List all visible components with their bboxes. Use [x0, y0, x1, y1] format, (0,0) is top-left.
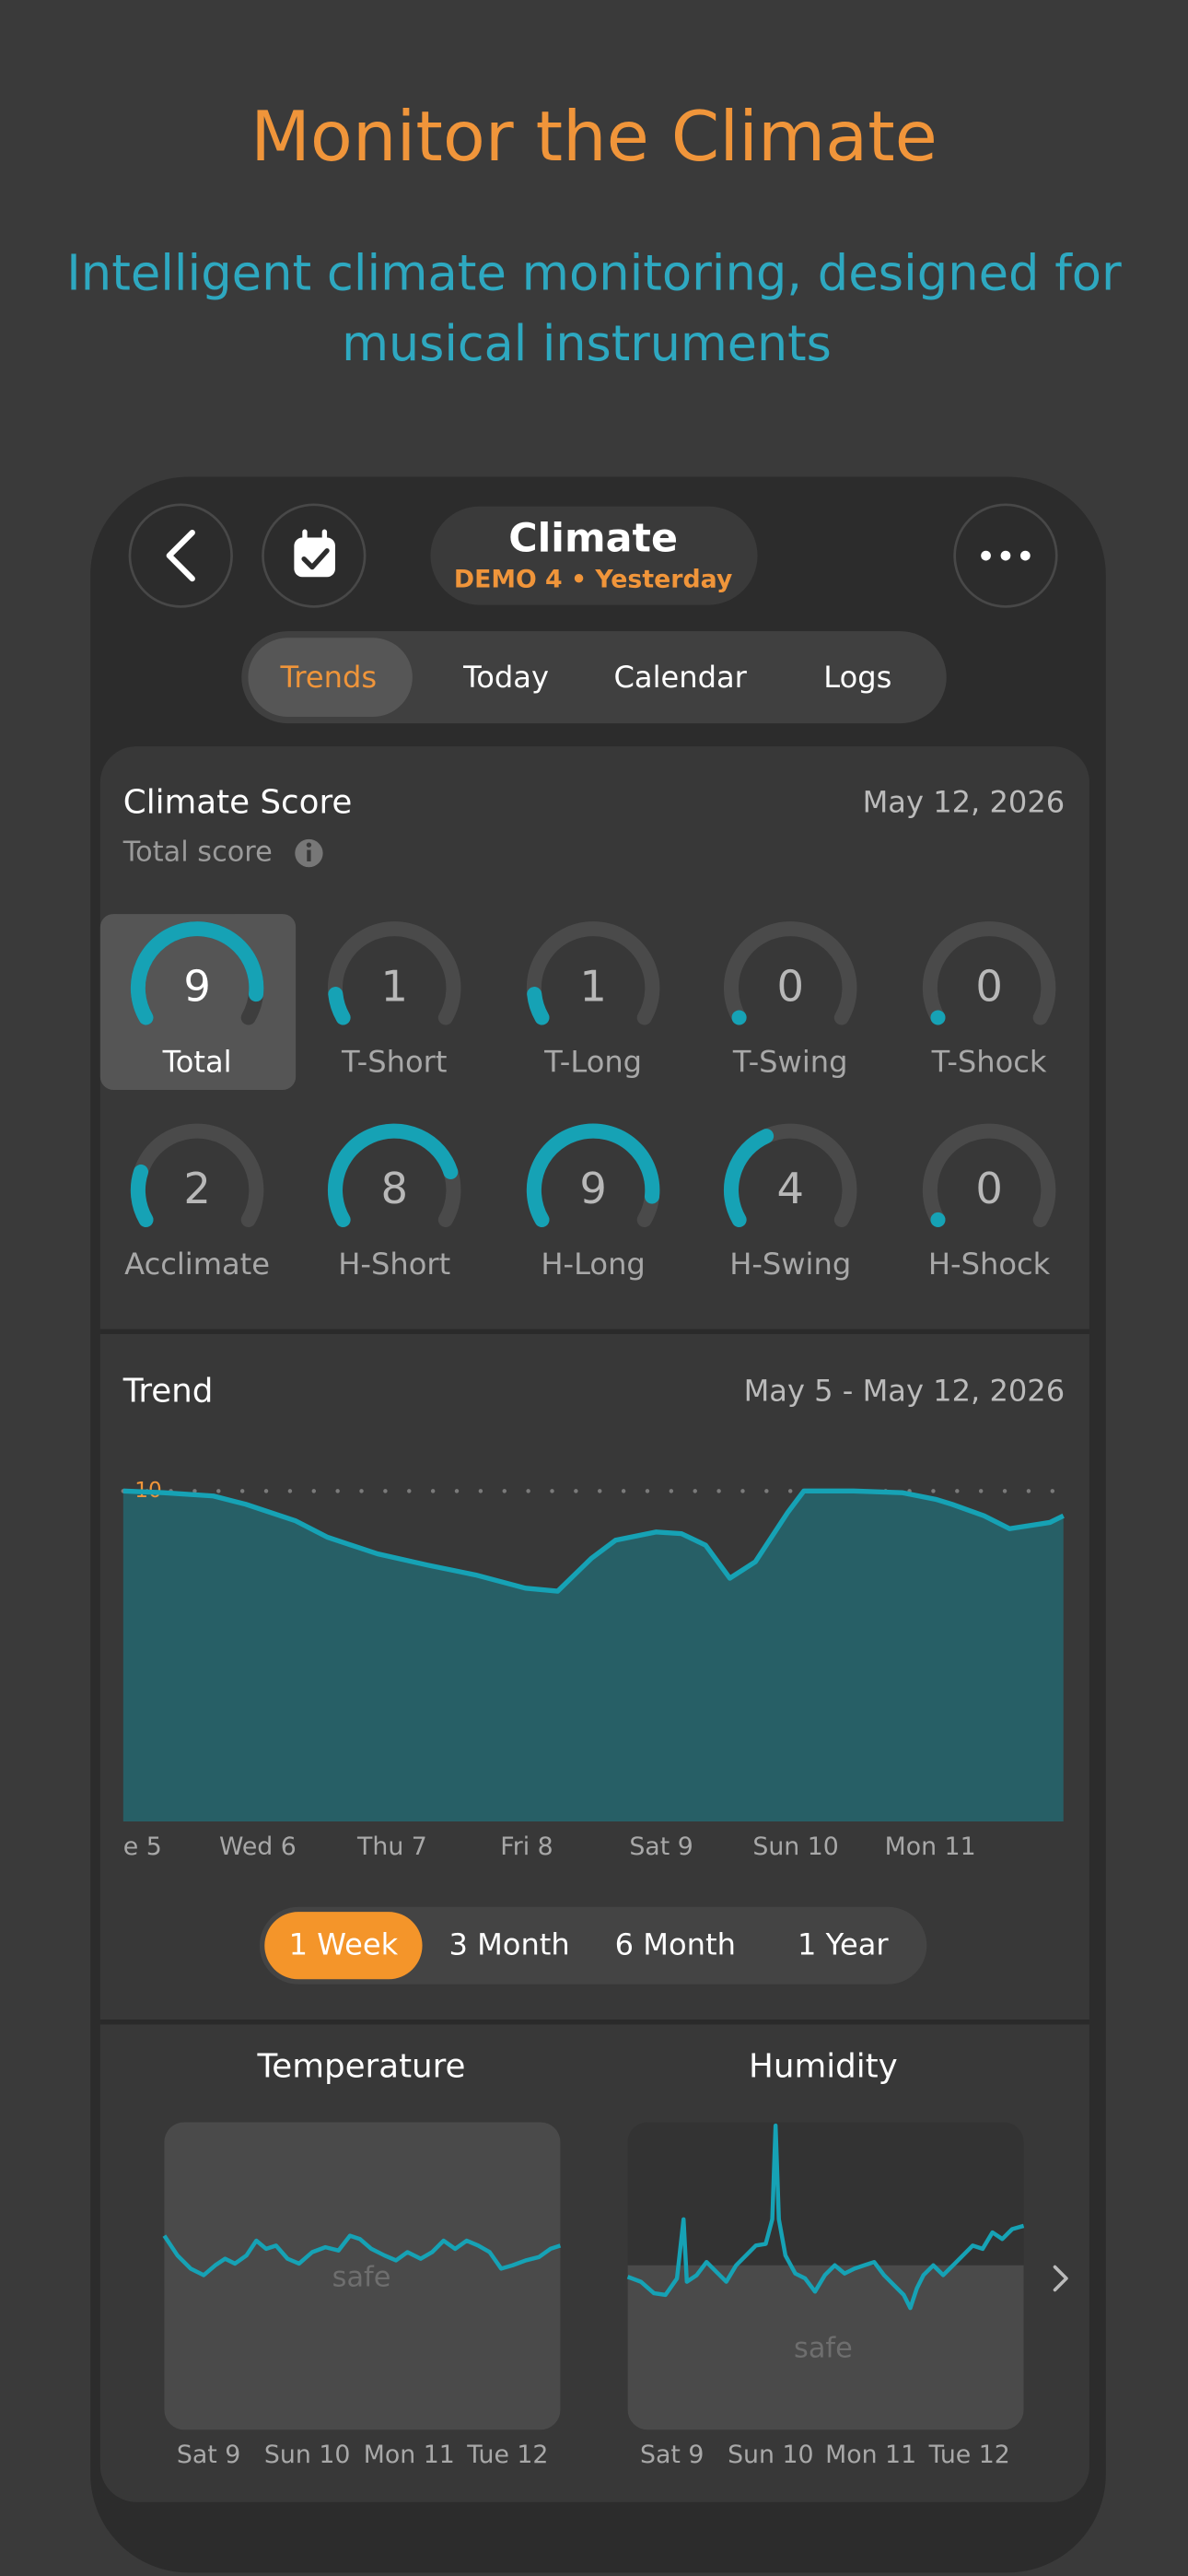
info-icon[interactable] [295, 838, 323, 868]
section-title: Trend [122, 1372, 214, 1410]
gauge-label: T-Long [543, 1044, 642, 1079]
gauge-number: 4 [776, 1164, 804, 1213]
section-date: May 12, 2026 [863, 785, 1066, 820]
range-option[interactable]: 1 Week [289, 1927, 399, 1962]
gauge-value [930, 1212, 946, 1227]
tab-bar [241, 631, 947, 724]
x-tick-label: Sat 9 [640, 2441, 704, 2469]
gauge-track [526, 921, 660, 1025]
gauge-value [130, 1164, 154, 1227]
title-pill [430, 506, 758, 605]
range-option[interactable]: 3 Month [448, 1927, 569, 1962]
gauge-track [922, 1123, 1056, 1227]
gauge-track [723, 921, 857, 1025]
gauge-label: H-Shock [928, 1247, 1051, 1282]
tab[interactable]: Today [462, 660, 549, 695]
section-date: May 5 - May 12, 2026 [744, 1373, 1066, 1408]
gauge-label: Acclimate [124, 1247, 270, 1282]
trend-area [122, 1491, 1064, 1822]
gauge-track [327, 921, 461, 1025]
page-subtitle: Intelligent climate monitoring, designed… [66, 243, 1121, 301]
gauge-label: T-Swing [732, 1044, 848, 1079]
screen-title: Climate [508, 516, 678, 562]
safe-zone [627, 2265, 1024, 2430]
gauge-value [527, 987, 550, 1025]
temperature-chart[interactable] [164, 2122, 561, 2430]
zone-label: safe [332, 2262, 391, 2294]
gauge-number: 9 [183, 962, 211, 1012]
gauge-number: 0 [975, 962, 1003, 1012]
section-title: Climate Score [123, 784, 353, 822]
page-subtitle: musical instruments [342, 314, 832, 372]
tab-selected[interactable] [248, 638, 413, 717]
gauge-label: T-Short [341, 1044, 447, 1079]
gauge-value [328, 987, 351, 1025]
gauge-label: Total [162, 1044, 232, 1079]
x-tick-label: Tue 12 [928, 2441, 1010, 2469]
x-tick-label: Sun 10 [728, 2441, 813, 2469]
gauge-label: H-Long [541, 1247, 645, 1282]
gauge-label: T-Shock [931, 1044, 1047, 1079]
gauge-number: 1 [579, 962, 607, 1012]
calendar-button[interactable] [262, 503, 367, 608]
tab[interactable]: Logs [823, 660, 891, 695]
gauge-value [130, 921, 264, 1025]
x-tick-label: Mon 11 [364, 2441, 455, 2469]
x-tick-label: Sun 10 [264, 2441, 350, 2469]
humidity-line [626, 2123, 1025, 2311]
x-tick-label: e 5 [123, 1832, 162, 1861]
range-option[interactable]: 1 Year [798, 1927, 889, 1962]
x-tick-label: Mon 11 [825, 2441, 916, 2469]
mini-chart-title: Temperature [257, 2048, 466, 2086]
gauge-value [327, 1123, 459, 1227]
next-chevron[interactable] [1053, 2265, 1068, 2292]
gauge-number: 1 [380, 962, 408, 1012]
gauge-value [930, 1010, 946, 1025]
x-tick-label: Thu 7 [356, 1832, 427, 1861]
range-option[interactable]: 6 Month [615, 1927, 736, 1962]
back-button[interactable] [128, 503, 233, 608]
x-tick-label: Wed 6 [219, 1832, 297, 1861]
gauge-number: 0 [975, 1164, 1003, 1213]
gauge-value [526, 1123, 660, 1227]
trend-line [122, 1488, 1065, 1594]
gauge-track [922, 921, 1056, 1025]
x-tick-label: Fri 8 [500, 1832, 553, 1861]
page-title: Monitor the Climate [250, 96, 938, 177]
gauge-value [723, 1129, 775, 1227]
tab[interactable]: Trends [280, 660, 378, 695]
temperature-line [162, 2233, 562, 2277]
screen-subtitle: DEMO 4 • Yesterday [454, 565, 732, 593]
section-subtitle: Total score [122, 837, 273, 869]
gauge-value [731, 1010, 747, 1025]
gauge-label: H-Swing [729, 1247, 851, 1282]
gauge-number: 9 [579, 1164, 607, 1213]
x-tick-label: Mon 11 [885, 1832, 976, 1861]
gauge-number: 0 [776, 962, 804, 1012]
x-tick-label: Sat 9 [177, 2441, 240, 2469]
x-tick-label: Sun 10 [752, 1832, 838, 1861]
range-bar [259, 1906, 927, 1985]
gauge-number: 8 [380, 1164, 408, 1213]
mini-chart-title: Humidity [749, 2048, 898, 2086]
gauge-number: 2 [183, 1164, 211, 1213]
range-selected[interactable] [264, 1912, 423, 1980]
gauge-label: H-Short [338, 1247, 450, 1282]
x-tick-label: Tue 12 [466, 2441, 548, 2469]
more-button[interactable] [953, 503, 1058, 608]
tab[interactable]: Calendar [613, 660, 747, 695]
zone-label: safe [794, 2332, 853, 2364]
x-tick-label: Sat 9 [629, 1832, 693, 1861]
